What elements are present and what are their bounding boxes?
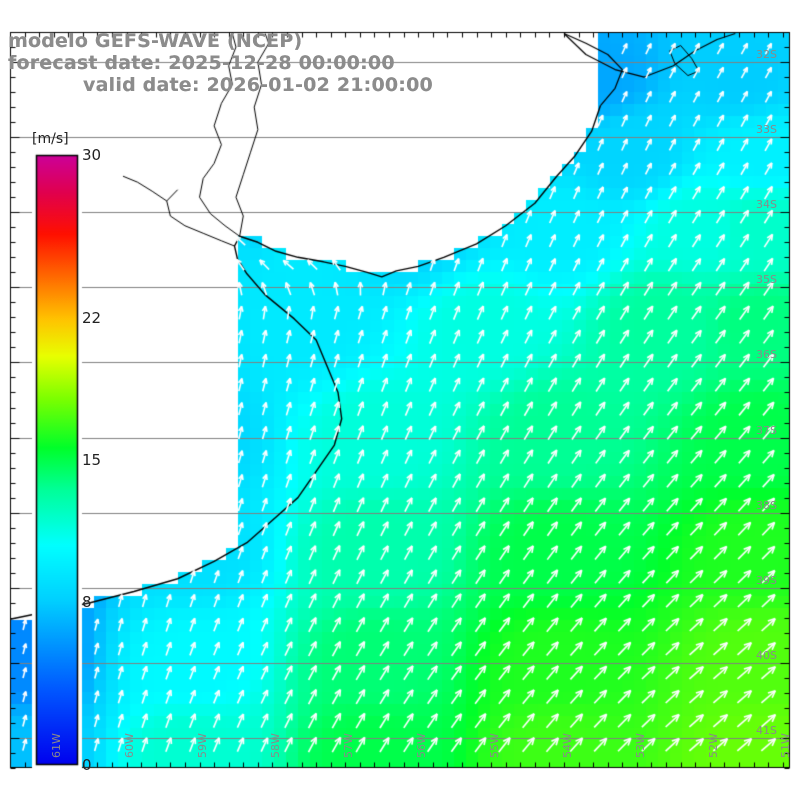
lat-label: 33S: [756, 123, 777, 137]
lon-label: 53W: [633, 733, 647, 758]
lat-label: 37S: [756, 423, 777, 437]
lon-label: 54W: [560, 733, 574, 758]
lon-label: 61W: [50, 733, 64, 758]
lon-label: 58W: [269, 733, 283, 758]
colorbar-unit-label: [m/s]: [32, 131, 69, 147]
colorbar-tick-label: 22: [82, 308, 102, 327]
lon-label: 56W: [414, 733, 428, 758]
lat-label: 36S: [756, 348, 777, 362]
lon-label: 57W: [342, 733, 356, 758]
lon-label: 52W: [706, 733, 720, 758]
colorbar-tick-label: 30: [82, 146, 102, 164]
lon-label: 59W: [196, 733, 210, 758]
lat-label: 34S: [756, 198, 777, 212]
colorbar-tick-label: 15: [82, 451, 102, 469]
lat-label: 39S: [756, 573, 777, 587]
lat-label: 35S: [756, 273, 777, 287]
lat-label: 40S: [756, 648, 777, 662]
colorbar-tick-label: 8: [82, 593, 92, 612]
lon-label: 60W: [123, 733, 137, 758]
lat-label: 32S: [756, 48, 777, 62]
lat-label: 41S: [756, 723, 777, 737]
colorbar-tick-label: 0: [82, 756, 92, 774]
lat-label: 38S: [756, 498, 777, 512]
valid-date-label: valid date: 2026-01-02 21:00:00: [83, 74, 433, 96]
model-title: modelo GEFS-WAVE (NCEP): [8, 30, 303, 52]
forecast-date-label: forecast date: 2025-12-28 00:00:00: [8, 52, 395, 74]
lon-label: 51W: [779, 733, 793, 758]
lon-label: 55W: [487, 733, 501, 758]
